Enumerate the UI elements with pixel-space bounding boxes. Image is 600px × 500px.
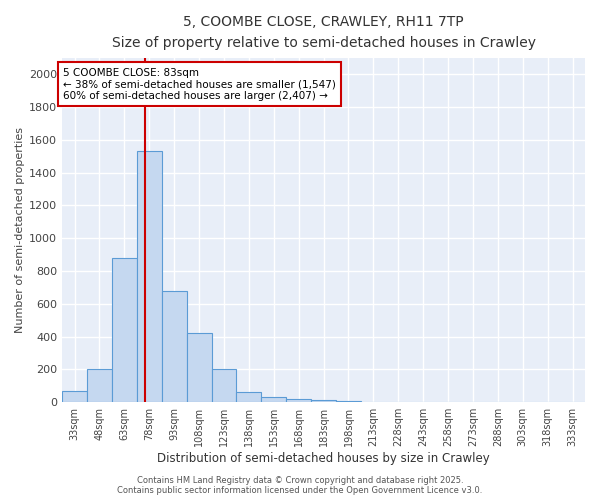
Bar [162,290,187,402]
Bar [286,399,311,402]
Bar [112,258,137,402]
Bar [187,334,212,402]
Bar [87,370,112,402]
Bar [311,400,336,402]
Bar [212,370,236,402]
Title: 5, COOMBE CLOSE, CRAWLEY, RH11 7TP
Size of property relative to semi-detached ho: 5, COOMBE CLOSE, CRAWLEY, RH11 7TP Size … [112,15,536,50]
Text: Contains HM Land Registry data © Crown copyright and database right 2025.
Contai: Contains HM Land Registry data © Crown c… [118,476,482,495]
Bar [137,151,162,402]
Bar [236,392,262,402]
Bar [62,390,87,402]
Text: 5 COOMBE CLOSE: 83sqm
← 38% of semi-detached houses are smaller (1,547)
60% of s: 5 COOMBE CLOSE: 83sqm ← 38% of semi-deta… [63,68,336,101]
Y-axis label: Number of semi-detached properties: Number of semi-detached properties [15,127,25,333]
X-axis label: Distribution of semi-detached houses by size in Crawley: Distribution of semi-detached houses by … [157,452,490,465]
Bar [262,398,286,402]
